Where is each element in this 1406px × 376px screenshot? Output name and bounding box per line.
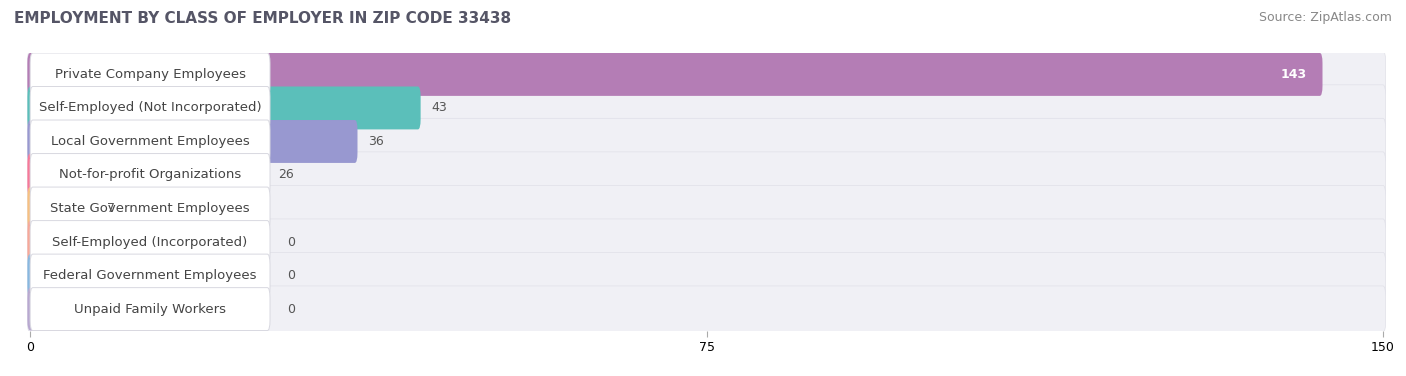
Text: Unpaid Family Workers: Unpaid Family Workers — [75, 303, 226, 315]
FancyBboxPatch shape — [30, 53, 270, 96]
FancyBboxPatch shape — [30, 288, 270, 331]
Text: Source: ZipAtlas.com: Source: ZipAtlas.com — [1258, 11, 1392, 24]
Text: 7: 7 — [107, 202, 115, 215]
Text: 36: 36 — [368, 135, 384, 148]
FancyBboxPatch shape — [30, 120, 270, 163]
FancyBboxPatch shape — [27, 153, 267, 196]
FancyBboxPatch shape — [30, 187, 270, 230]
FancyBboxPatch shape — [27, 86, 420, 129]
Text: State Government Employees: State Government Employees — [51, 202, 250, 215]
FancyBboxPatch shape — [30, 221, 270, 264]
FancyBboxPatch shape — [27, 51, 1386, 97]
FancyBboxPatch shape — [27, 252, 1386, 299]
Text: Not-for-profit Organizations: Not-for-profit Organizations — [59, 168, 242, 182]
FancyBboxPatch shape — [27, 120, 357, 163]
FancyBboxPatch shape — [27, 219, 1386, 265]
FancyBboxPatch shape — [27, 221, 197, 264]
Text: Self-Employed (Not Incorporated): Self-Employed (Not Incorporated) — [39, 102, 262, 114]
FancyBboxPatch shape — [30, 254, 270, 297]
Text: Local Government Employees: Local Government Employees — [51, 135, 249, 148]
Text: 143: 143 — [1279, 68, 1306, 81]
Text: Self-Employed (Incorporated): Self-Employed (Incorporated) — [52, 235, 247, 249]
FancyBboxPatch shape — [27, 152, 1386, 198]
Text: 43: 43 — [432, 102, 447, 114]
Text: EMPLOYMENT BY CLASS OF EMPLOYER IN ZIP CODE 33438: EMPLOYMENT BY CLASS OF EMPLOYER IN ZIP C… — [14, 11, 512, 26]
FancyBboxPatch shape — [30, 86, 270, 129]
Text: Private Company Employees: Private Company Employees — [55, 68, 246, 81]
FancyBboxPatch shape — [30, 153, 270, 196]
FancyBboxPatch shape — [27, 53, 1323, 96]
Text: 0: 0 — [287, 303, 295, 315]
FancyBboxPatch shape — [27, 118, 1386, 165]
FancyBboxPatch shape — [27, 185, 1386, 232]
FancyBboxPatch shape — [27, 187, 96, 230]
FancyBboxPatch shape — [27, 286, 1386, 332]
Text: Federal Government Employees: Federal Government Employees — [44, 269, 257, 282]
Text: 0: 0 — [287, 269, 295, 282]
FancyBboxPatch shape — [27, 288, 197, 331]
FancyBboxPatch shape — [27, 85, 1386, 131]
FancyBboxPatch shape — [27, 254, 197, 297]
Text: 0: 0 — [287, 235, 295, 249]
Text: 26: 26 — [278, 168, 294, 182]
